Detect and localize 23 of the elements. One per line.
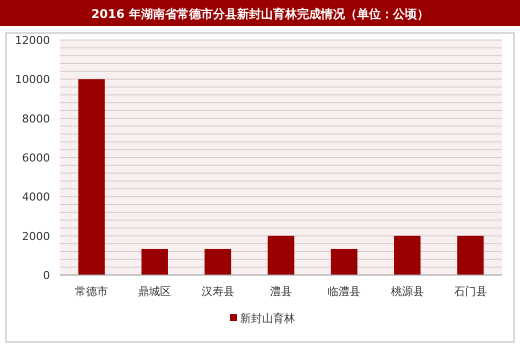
y-tick-label: 4000 — [22, 190, 50, 204]
y-tick-label: 0 — [43, 269, 50, 282]
y-tick-label: 2000 — [22, 230, 50, 243]
y-tick-label: 10000 — [15, 73, 50, 86]
y-tick-label: 12000 — [15, 34, 50, 47]
legend-label: 新封山育林 — [240, 312, 295, 325]
y-tick-label: 8000 — [22, 112, 50, 126]
bar — [330, 248, 358, 275]
chart-title: 2016 年湖南省常德市分县新封山育林完成情况（单位：公顷） — [91, 7, 429, 21]
x-tick-label: 鼎城区 — [138, 285, 172, 298]
y-tick-label: 6000 — [22, 152, 50, 164]
x-tick-label: 常德市 — [75, 285, 108, 298]
bar — [78, 79, 105, 275]
bar — [141, 248, 168, 275]
bar — [394, 236, 421, 275]
x-tick-label: 桃源县 — [390, 285, 424, 298]
bar — [457, 236, 484, 275]
x-tick-label: 汉寿县 — [201, 285, 234, 298]
bar — [268, 236, 294, 275]
x-tick-label: 澧县 — [270, 285, 292, 298]
bar — [204, 248, 232, 275]
x-tick-label: 临澧县 — [328, 285, 361, 298]
x-tick-label: 石门县 — [454, 285, 487, 298]
